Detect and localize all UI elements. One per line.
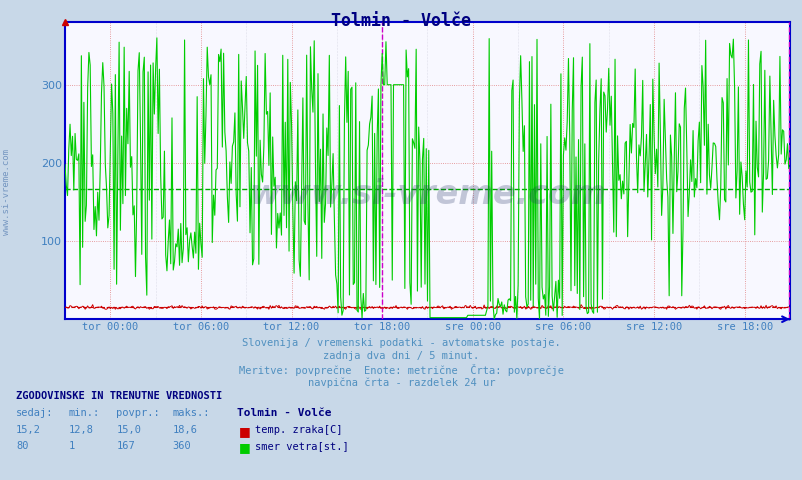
Text: temp. zraka[C]: temp. zraka[C] <box>254 425 342 435</box>
Text: sedaj:: sedaj: <box>16 408 54 418</box>
Text: ZGODOVINSKE IN TRENUTNE VREDNOSTI: ZGODOVINSKE IN TRENUTNE VREDNOSTI <box>16 391 222 401</box>
Text: ■: ■ <box>238 425 250 438</box>
Text: 15,2: 15,2 <box>16 425 41 435</box>
Text: 1: 1 <box>68 441 75 451</box>
Text: 12,8: 12,8 <box>68 425 93 435</box>
Text: 360: 360 <box>172 441 191 451</box>
Text: www.si-vreme.com: www.si-vreme.com <box>249 178 605 211</box>
Text: povpr.:: povpr.: <box>116 408 160 418</box>
Text: Slovenija / vremenski podatki - avtomatske postaje.: Slovenija / vremenski podatki - avtomats… <box>242 338 560 348</box>
Text: 80: 80 <box>16 441 29 451</box>
Text: min.:: min.: <box>68 408 99 418</box>
Text: smer vetra[st.]: smer vetra[st.] <box>254 441 348 451</box>
Text: www.si-vreme.com: www.si-vreme.com <box>2 149 11 235</box>
Text: 18,6: 18,6 <box>172 425 197 435</box>
Text: 15,0: 15,0 <box>116 425 141 435</box>
Text: ■: ■ <box>238 441 250 454</box>
Text: Tolmin - Volče: Tolmin - Volče <box>331 12 471 30</box>
Text: Tolmin - Volče: Tolmin - Volče <box>237 408 331 418</box>
Text: 167: 167 <box>116 441 135 451</box>
Text: navpična črta - razdelek 24 ur: navpična črta - razdelek 24 ur <box>307 377 495 388</box>
Text: zadnja dva dni / 5 minut.: zadnja dva dni / 5 minut. <box>323 351 479 361</box>
Text: maks.:: maks.: <box>172 408 210 418</box>
Text: Meritve: povprečne  Enote: metrične  Črta: povprečje: Meritve: povprečne Enote: metrične Črta:… <box>239 364 563 376</box>
